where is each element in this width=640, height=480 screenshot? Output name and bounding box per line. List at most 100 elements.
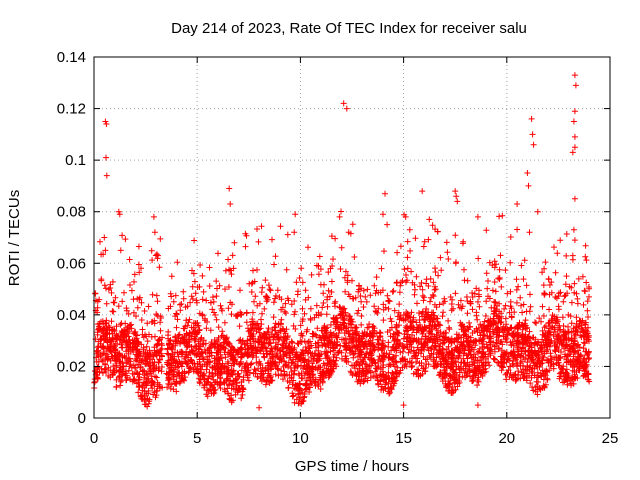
data-point <box>229 369 236 376</box>
data-point <box>519 331 526 338</box>
data-point <box>222 286 228 293</box>
data-point <box>105 286 112 293</box>
data-point <box>117 247 124 254</box>
data-point <box>252 293 259 300</box>
data-point <box>358 376 365 383</box>
data-point <box>430 279 437 286</box>
data-point <box>481 328 488 335</box>
data-point <box>108 353 115 360</box>
data-point <box>557 289 564 296</box>
data-point <box>415 350 422 357</box>
data-point <box>449 355 456 362</box>
data-point <box>315 312 322 319</box>
x-tick-label: 10 <box>292 430 309 447</box>
data-point <box>532 336 539 343</box>
data-point <box>428 326 435 333</box>
data-point <box>440 352 447 359</box>
data-point <box>571 195 578 202</box>
data-point <box>303 380 310 387</box>
data-point <box>155 359 162 366</box>
data-point <box>445 256 452 262</box>
data-point <box>526 335 533 342</box>
data-point <box>94 348 101 355</box>
data-point <box>586 293 592 300</box>
data-point <box>375 344 382 351</box>
data-point <box>127 282 133 288</box>
data-point <box>440 309 447 316</box>
data-point <box>515 283 522 290</box>
data-point <box>314 357 321 364</box>
data-point <box>93 358 100 365</box>
data-point <box>434 327 441 334</box>
data-point <box>101 335 108 342</box>
data-point <box>386 298 393 305</box>
data-point <box>193 299 200 306</box>
data-point <box>105 372 112 379</box>
data-point <box>103 172 110 179</box>
data-point <box>411 291 418 298</box>
data-point <box>520 301 527 308</box>
data-point <box>571 280 578 287</box>
data-point <box>153 292 160 299</box>
data-point <box>404 358 411 365</box>
data-point <box>247 340 254 347</box>
data-point <box>466 319 473 326</box>
data-point <box>293 279 300 286</box>
data-point <box>558 366 565 373</box>
data-point <box>309 330 316 337</box>
data-point <box>306 389 313 395</box>
data-point <box>432 269 439 275</box>
data-point <box>507 288 514 295</box>
data-point <box>328 278 335 285</box>
data-point <box>220 362 226 369</box>
data-point <box>307 315 314 322</box>
data-point <box>229 252 236 259</box>
data-point <box>567 377 574 384</box>
data-point <box>492 299 499 306</box>
data-point <box>523 282 530 289</box>
y-tick-label: 0.1 <box>65 152 86 169</box>
data-point <box>402 213 409 220</box>
data-point <box>194 368 201 375</box>
data-point <box>151 389 158 396</box>
data-point <box>142 349 149 356</box>
data-point <box>389 355 396 362</box>
data-point <box>215 250 221 257</box>
data-point <box>237 336 244 343</box>
data-point <box>501 352 508 359</box>
data-point <box>445 343 452 350</box>
data-point <box>547 363 554 370</box>
data-point <box>108 318 115 325</box>
data-point <box>174 259 181 266</box>
data-point <box>520 323 527 330</box>
data-point <box>586 338 592 345</box>
data-point <box>392 368 399 375</box>
data-point <box>565 352 572 359</box>
data-point <box>333 357 339 364</box>
data-point <box>182 304 189 311</box>
data-point <box>470 367 477 374</box>
data-point <box>280 376 286 383</box>
data-point <box>541 290 548 297</box>
data-point <box>271 261 277 268</box>
data-point <box>138 317 145 323</box>
data-point <box>136 269 143 276</box>
data-point <box>571 289 578 296</box>
data-point <box>569 149 576 156</box>
data-point <box>486 362 493 369</box>
data-point <box>542 259 549 266</box>
data-point <box>314 358 320 364</box>
data-point <box>323 343 330 350</box>
data-point <box>159 353 165 360</box>
data-point <box>525 355 531 362</box>
data-point <box>425 236 432 243</box>
data-point <box>149 318 156 325</box>
data-point <box>98 344 105 351</box>
data-point <box>342 353 349 360</box>
data-point <box>142 331 148 338</box>
data-point <box>119 298 126 305</box>
data-point <box>312 331 319 338</box>
data-point <box>180 288 187 295</box>
data-point <box>355 307 362 314</box>
data-point <box>487 352 494 359</box>
